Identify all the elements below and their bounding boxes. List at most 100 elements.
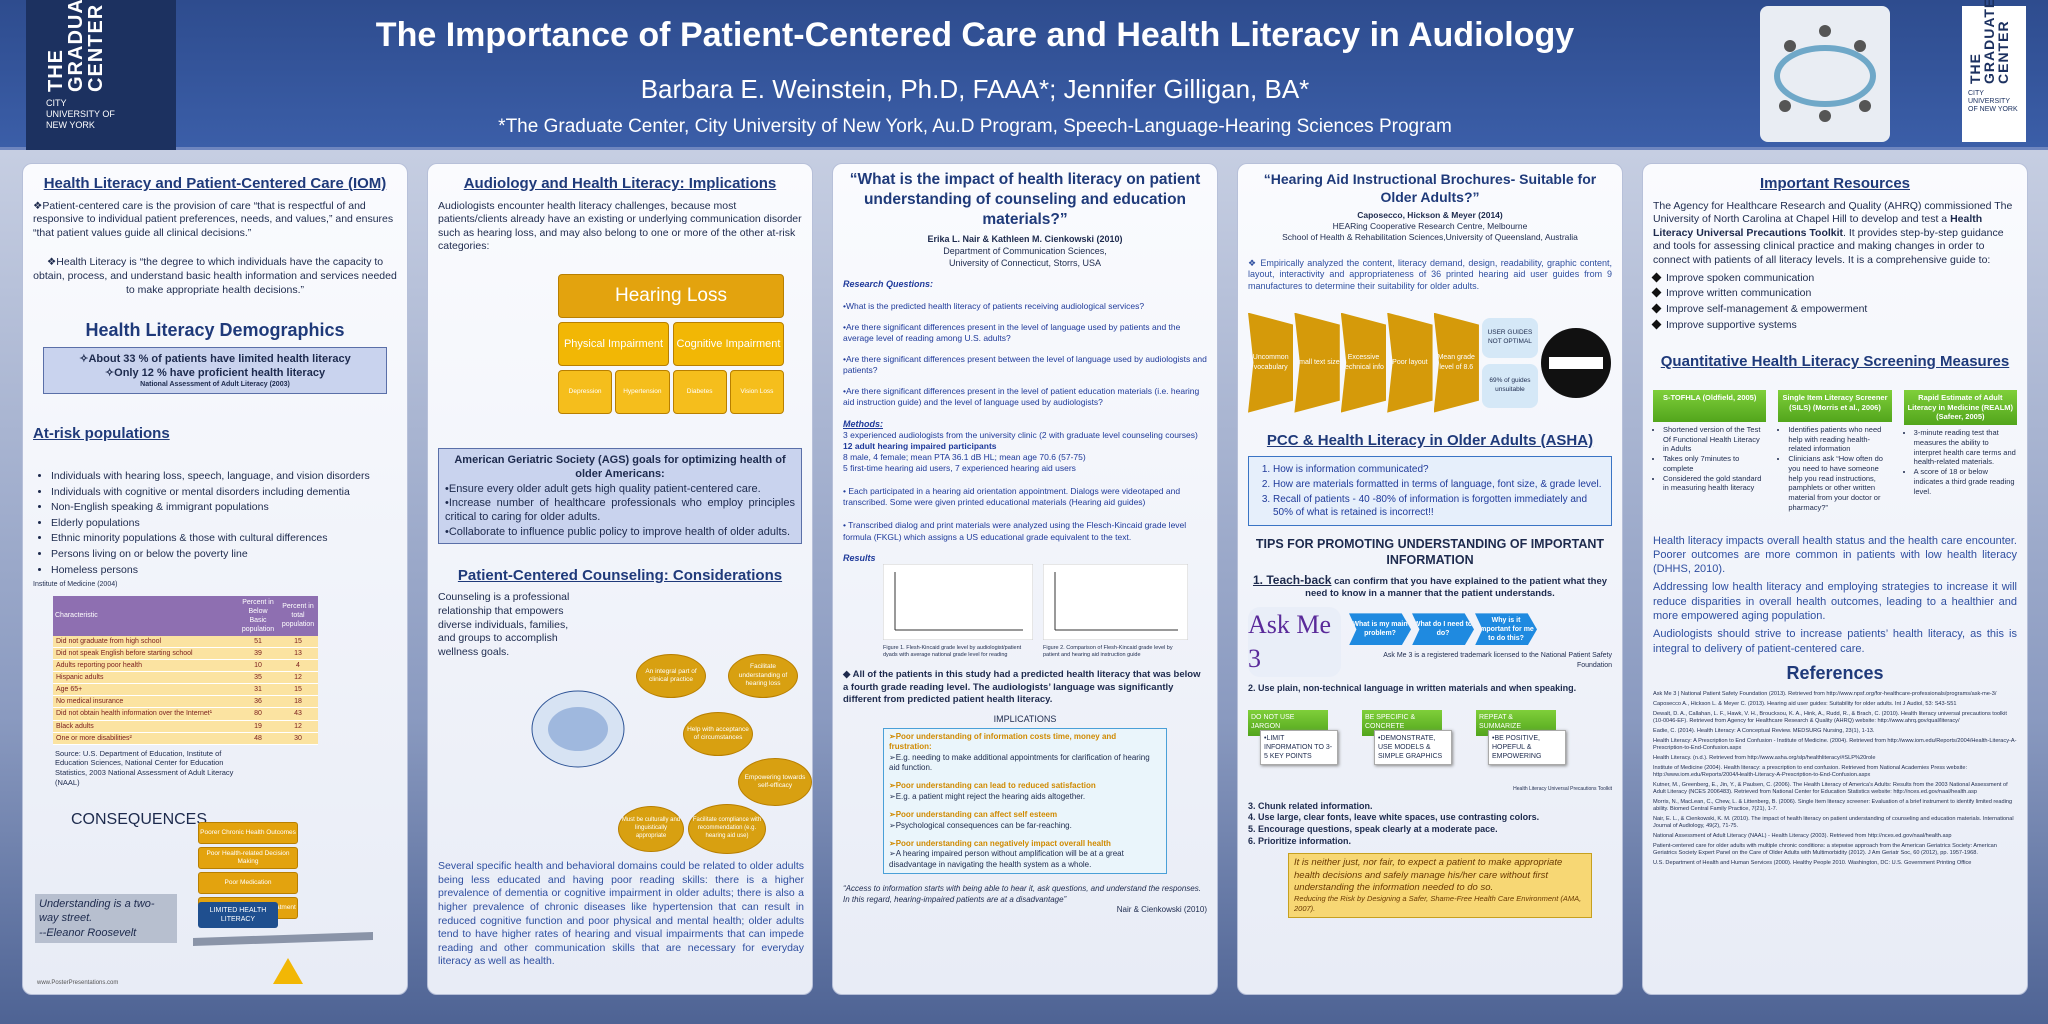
circle-diagram: An integral part of clinical practice Fa… [618, 654, 812, 994]
heading: Important Resources [1759, 175, 1911, 192]
list-item: Improve written communication [1651, 287, 2017, 301]
paragraph: Several specific health and behavioral d… [438, 860, 804, 968]
question: •What is the predicted health literacy o… [843, 301, 1145, 312]
questions: •What is the predicted health literacy o… [843, 301, 1207, 408]
circle: An integral part of clinical practice [636, 654, 706, 698]
list-text: Elderly populations [51, 516, 140, 529]
paragraph: ❖ Empirically analyzed the content, lite… [1248, 257, 1612, 291]
list-item: Ethnic minority populations & those with… [51, 532, 397, 546]
table-cell: 12 [278, 671, 318, 685]
list-item: Non-English speaking & immigrant populat… [51, 501, 397, 515]
caption: Figure 1. Flesh-Kincaid grade level by a… [883, 644, 1022, 659]
outcome: USER GUIDES NOT OPTIMAL [1481, 317, 1538, 358]
table-row: Adults reporting poor health 10 4 [53, 659, 318, 673]
measure-item: Shortened version of the Test Of Functio… [1663, 425, 1766, 454]
paragraph: ❖Patient-centered care is the provision … [33, 199, 394, 239]
list-text: Improve spoken communication [1666, 271, 1815, 284]
measure-item: A score of 18 or below indicates a third… [1914, 467, 2017, 496]
table-cell: 39 [238, 647, 278, 661]
method: • Transcribed dialog and print materials… [843, 520, 1187, 542]
measure: Single Item Literacy Screener (SILS) (Mo… [1778, 389, 1892, 516]
references: Ask Me 3 | National Patient Safety Found… [1653, 691, 2017, 867]
bullet-icon [1651, 303, 1662, 314]
bullet-icon [1651, 319, 1662, 330]
reference: Nair, E. L., & Cienkowski, K. M. (2010).… [1653, 816, 2014, 830]
quote-author: --Eleanor Roosevelt [39, 926, 137, 939]
stack-item: Poor Health-related Decision Making [198, 847, 298, 869]
reference: Dewalt, D. A., Callahan, L. F., Hawk, V.… [1653, 711, 2007, 725]
quote: Understanding is a two-way street. --Ele… [35, 894, 177, 943]
study-authors: Caposecco, Hickson & Meyer (2014) [1357, 210, 1503, 221]
diagram-mid: Physical Impairment [558, 322, 669, 367]
chevron-row: Uncommon vocabulary Small text size Exce… [1248, 312, 1612, 413]
list-text: How is information communicated? [1273, 464, 1429, 476]
diagram-bottom: Diabetes [672, 370, 727, 415]
heading: Health Literacy Demographics [85, 320, 345, 341]
paragraph: Counseling is a professional relationshi… [438, 591, 570, 658]
table-cell: 48 [238, 732, 278, 745]
table-cell: 10 [238, 659, 278, 673]
list: Individuals with hearing loss, speech, l… [33, 470, 397, 577]
goal: •Increase number of healthcare professio… [445, 496, 795, 524]
measure-item: Clinicians ask “How often do you need to… [1788, 454, 1891, 513]
chevron: Poor layout [1387, 312, 1433, 413]
tip: 5. Encourage questions, speak clearly at… [1248, 824, 1498, 835]
table-cell: 15 [278, 683, 318, 697]
study-univ: University of Connecticut, Storrs, USA [948, 257, 1102, 268]
table-cell: 13 [278, 647, 318, 661]
paragraph: Audiologists should strive to increase p… [1653, 628, 2017, 655]
logo-right: THE GRADUATE CENTER CITY UNIVERSITY OF N… [1962, 0, 2026, 142]
table-cell: 36 [238, 695, 278, 709]
table-cell: 43 [278, 707, 318, 721]
label: IMPLICATIONS [993, 714, 1057, 725]
implication-example: ➢A hearing impaired person without ampli… [889, 849, 1124, 869]
study-title: “What is the impact of health literacy o… [849, 171, 1201, 229]
measure-item: Takes only 7minutes to complete [1663, 454, 1766, 474]
heading: Quantitative Health Literacy Screening M… [1660, 353, 2010, 371]
hierarchy-diagram: Hearing Loss Physical Impairment Cogniti… [558, 274, 784, 415]
stats-box: ✧About 33 % of patients have limited hea… [43, 346, 387, 395]
quote-text: It is neither just, nor fair, to expect … [1294, 857, 1563, 894]
list-item: How is information communicated? [1273, 463, 1603, 476]
measure-list: Identifies patients who need help with r… [1778, 425, 1891, 513]
list-item: Improve self-management & empowerment [1651, 303, 2017, 317]
text: The Agency for Healthcare Research and Q… [1653, 199, 2013, 226]
question: •Are there significant differences prese… [843, 354, 1207, 376]
reference: Morris, N., MacLean, C., Chew, L. & Litt… [1653, 799, 2013, 813]
goal: •Collaborate to influence public policy … [445, 525, 791, 538]
table-cell: No medical insurance [53, 695, 238, 709]
measure-list: Shortened version of the Test Of Functio… [1653, 425, 1766, 493]
heading: Patient-Centered Counseling: Considerati… [457, 566, 783, 584]
step: REPEAT & SUMMARIZE •BE POSITIVE, HOPEFUL … [1476, 710, 1576, 786]
step: DO NOT USE JARGON •LIMIT INFORMATION TO 3… [1248, 710, 1348, 786]
reference: Patient-centered care for older adults w… [1653, 843, 1997, 856]
heading: CONSEQUENCES [71, 810, 208, 828]
paragraph: Health literacy impacts overall health s… [1653, 534, 2017, 576]
question: What is my main problem? [1349, 613, 1412, 646]
table-row: Black adults 19 12 [53, 720, 318, 733]
study-aff: School of Health & Rehabilitation Scienc… [1282, 232, 1578, 243]
measure-list: 3-minute reading test that measures the … [1904, 428, 2017, 496]
heading: Health Literacy and Patient-Centered Car… [43, 175, 387, 192]
table-cell: 51 [238, 635, 278, 648]
figures: Figure 1. Flesh-Kincaid grade level by a… [882, 563, 1207, 659]
list-item: Recall of patients - 40 -80% of informat… [1273, 493, 1603, 519]
logo-subtext: CITY UNIVERSITY OF NEW YORK [1968, 90, 2018, 113]
citation: Nair & Cienkowski (2010) [1116, 904, 1207, 914]
trademark: Ask Me 3 is a registered trademark licen… [1383, 652, 1612, 669]
reference: Eadie, C. (2014). Health Literacy: A Con… [1653, 728, 1875, 735]
lever-label: LIMITED HEALTH LITERACY [198, 902, 278, 928]
table-cell: 80 [238, 707, 278, 721]
logo-text: THE GRADUATE CENTER [45, 0, 107, 92]
tips: 3. Chunk related information. 4. Use lar… [1248, 801, 1612, 848]
diagram-top: Hearing Loss [558, 274, 784, 319]
step-body: •BE POSITIVE, HOPEFUL & EMPOWERING [1488, 730, 1566, 766]
table-cell: Age 65+ [53, 683, 238, 697]
table-cell: 12 [278, 720, 318, 733]
list-item: Improve spoken communication [1651, 271, 2017, 286]
authors: Barbara E. Weinstein, Ph.D, FAAA*; Jenni… [640, 74, 1310, 104]
method: • Each participated in a hearing aid ori… [843, 486, 1181, 508]
measures: S-TOFHLA (Oldfield, 2005) Shortened versi… [1653, 389, 2017, 516]
text: . It provides step-by-step guidance and … [1653, 226, 2004, 267]
